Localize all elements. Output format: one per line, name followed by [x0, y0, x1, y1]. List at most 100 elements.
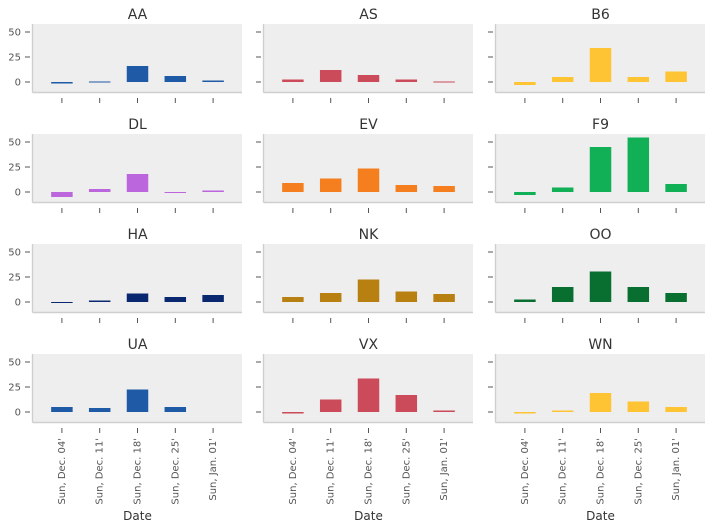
bar-ua-0: [51, 407, 73, 412]
bar-ha-3: [164, 297, 187, 302]
bar-vx-2: [357, 378, 380, 412]
panel-as: AS: [256, 7, 473, 103]
bar-oo-1: [551, 287, 574, 302]
x-tick-label: Sun, Dec. 18': [364, 438, 375, 505]
y-tick-label: 25: [8, 53, 21, 64]
bar-dl-2: [126, 174, 149, 192]
bar-aa-1: [88, 81, 111, 83]
y-tick-label: 25: [8, 273, 21, 284]
bar-as-3: [395, 79, 418, 82]
bar-nk-0: [282, 297, 304, 302]
panel-b6: B6: [488, 7, 705, 103]
y-tick-label: 50: [8, 358, 21, 369]
bar-aa-2: [126, 66, 149, 82]
y-tick-label: 50: [8, 138, 21, 149]
y-tick-label: 0: [15, 78, 21, 89]
panel-title: HA: [127, 227, 148, 243]
x-tick-label: Sun, Dec. 25': [401, 438, 412, 505]
bar-nk-1: [319, 293, 342, 302]
bar-wn-0: [514, 412, 536, 414]
y-tick-label: 0: [15, 188, 21, 199]
bar-wn-3: [627, 401, 650, 412]
x-axis-label: Date: [586, 509, 615, 523]
bar-b6-4: [665, 71, 687, 82]
x-tick-label: Sun, Dec. 18': [133, 438, 144, 505]
x-tick-label: Sun, Dec. 11': [326, 438, 337, 505]
bar-dl-1: [88, 189, 111, 192]
y-tick-label: 25: [8, 163, 21, 174]
x-tick-label: Sun, Jan. 01': [671, 438, 682, 501]
bar-b6-1: [551, 77, 574, 82]
bar-nk-2: [357, 279, 380, 302]
bar-dl-3: [164, 192, 187, 193]
panel-title: AA: [128, 7, 148, 23]
bar-nk-3: [395, 291, 418, 302]
bar-ev-0: [282, 183, 304, 192]
x-tick-label: Sun, Dec. 25': [170, 438, 181, 505]
y-tick-label: 0: [15, 298, 21, 309]
y-tick-label: 50: [8, 28, 21, 39]
bar-ha-2: [126, 293, 149, 302]
bar-wn-1: [551, 410, 574, 412]
bar-aa-4: [202, 80, 224, 82]
bar-aa-0: [51, 82, 73, 84]
bar-ua-3: [164, 407, 187, 412]
bar-wn-2: [589, 393, 612, 412]
x-tick-label: Sun, Dec. 04': [520, 438, 531, 505]
bar-as-2: [357, 75, 380, 82]
bar-b6-2: [589, 48, 612, 82]
panel-f9: F9: [488, 117, 705, 213]
panel-ha: HA 0 25 50: [8, 227, 242, 323]
bar-ha-4: [202, 295, 224, 302]
panel-title: B6: [591, 7, 610, 23]
panel-ua: UA 0 25 50 Sun, Dec. 04' Sun, Dec. 11' Sun, De…: [8, 337, 242, 523]
x-tick-label: Sun, Dec. 04': [288, 438, 299, 505]
bar-ev-2: [357, 168, 380, 192]
x-tick-label: Sun, Jan. 01': [439, 438, 450, 501]
panel-dl: DL 0 25 50: [8, 117, 242, 213]
bar-ha-0: [51, 302, 73, 303]
bar-dl-0: [51, 192, 73, 197]
bar-ev-1: [319, 178, 342, 192]
panel-title: VX: [359, 337, 379, 353]
bar-ha-1: [88, 300, 111, 302]
bar-dl-4: [202, 190, 224, 192]
bar-f9-3: [627, 137, 650, 192]
bar-as-0: [282, 79, 304, 82]
bar-oo-3: [627, 287, 650, 302]
bar-ev-3: [395, 185, 418, 192]
panel-title: OO: [589, 227, 611, 243]
panel-ev: EV: [256, 117, 473, 213]
bar-oo-4: [665, 293, 687, 302]
bar-vx-0: [282, 412, 304, 414]
bar-vx-4: [433, 410, 455, 412]
panel-title: AS: [359, 7, 378, 23]
panel-nk: NK: [256, 227, 473, 323]
bar-nk-4: [433, 294, 455, 302]
y-tick-label: 0: [15, 408, 21, 419]
x-axis-label: Date: [123, 509, 152, 523]
bar-aa-3: [164, 76, 187, 82]
bar-oo-0: [514, 299, 536, 302]
panel-wn: WN Sun, Dec. 04' Sun, Dec. 11' Sun, Dec. 18…: [488, 337, 705, 523]
bar-f9-1: [551, 187, 574, 192]
panel-oo: OO: [488, 227, 705, 323]
bar-as-4: [433, 81, 455, 83]
x-axis-label: Date: [354, 509, 383, 523]
bar-wn-4: [665, 407, 687, 412]
y-tick-label: 50: [8, 248, 21, 259]
panel-title: EV: [359, 117, 378, 133]
x-tick-label: Sun, Dec. 11': [95, 438, 106, 505]
panel-vx: VX Sun, Dec. 04' Sun, Dec. 11' Sun, Dec. 18…: [256, 337, 473, 523]
bar-f9-4: [665, 184, 687, 192]
panel-aa: AA 0 25 50: [8, 7, 242, 103]
bar-ev-4: [433, 186, 455, 192]
bar-f9-2: [589, 147, 612, 192]
bar-oo-2: [589, 271, 612, 302]
bar-vx-1: [319, 399, 342, 412]
bar-b6-0: [514, 82, 536, 85]
y-tick-label: 25: [8, 383, 21, 394]
x-tick-label: Sun, Dec. 25': [633, 438, 644, 505]
panel-title: F9: [592, 117, 609, 133]
